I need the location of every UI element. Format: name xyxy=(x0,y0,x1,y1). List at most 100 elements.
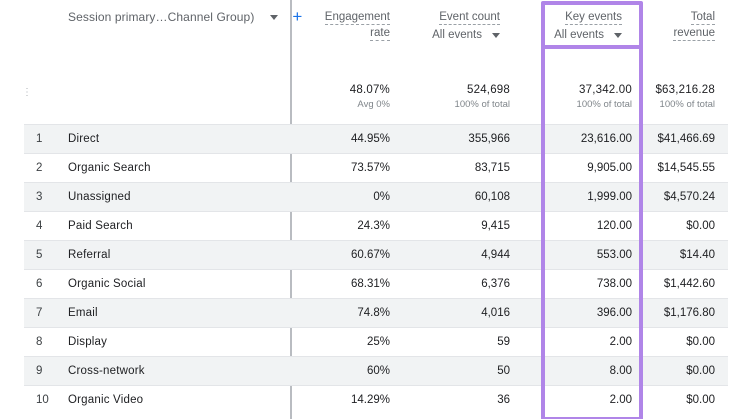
row-revenue: $0.00 xyxy=(686,220,715,232)
total-key-events: 37,342.00 100% of total xyxy=(540,84,632,110)
table-row[interactable]: 2 Organic Search 73.57% 83,715 9,905.00 … xyxy=(24,153,728,182)
row-key-events: 2.00 xyxy=(609,336,632,348)
row-engagement: 25% xyxy=(366,336,390,348)
row-channel[interactable]: Organic Search xyxy=(68,162,151,174)
event-count-filter-label: All events xyxy=(432,29,482,41)
row-channel[interactable]: Email xyxy=(68,307,98,319)
total-revenue-value: $63,216.28 xyxy=(655,84,715,96)
total-revenue: $63,216.28 100% of total xyxy=(645,84,715,110)
row-revenue: $4,570.24 xyxy=(663,191,715,203)
row-key-events: 2.00 xyxy=(609,394,632,406)
row-events: 355,966 xyxy=(468,133,510,145)
row-channel[interactable]: Organic Video xyxy=(68,394,144,406)
row-key-events: 8.00 xyxy=(609,365,632,377)
row-events: 50 xyxy=(497,365,510,377)
key-events-title: Key events xyxy=(565,11,622,25)
row-engagement: 60% xyxy=(366,365,390,377)
row-events: 9,415 xyxy=(481,220,510,232)
row-revenue: $14.40 xyxy=(679,249,715,261)
dimension-label: Session primary…Channel Group) xyxy=(68,10,255,24)
row-engagement: 44.95% xyxy=(350,133,390,145)
row-revenue: $0.00 xyxy=(686,365,715,377)
row-channel[interactable]: Referral xyxy=(68,249,111,261)
total-events-value: 524,698 xyxy=(467,84,510,96)
row-engagement: 0% xyxy=(373,191,390,203)
total-key-value: 37,342.00 xyxy=(579,84,632,96)
row-key-events: 553.00 xyxy=(596,249,632,261)
column-header-engagement-rate[interactable]: Engagement rate xyxy=(310,9,390,41)
row-events: 4,944 xyxy=(481,249,510,261)
key-events-highlight-divider xyxy=(541,45,643,49)
table-row[interactable]: 1 Direct 44.95% 355,966 23,616.00 $41,46… xyxy=(24,124,728,153)
chevron-down-icon[interactable] xyxy=(270,14,279,20)
chevron-down-icon[interactable] xyxy=(492,32,500,38)
table-row[interactable]: 9 Cross-network 60% 50 8.00 $0.00 xyxy=(24,356,728,385)
table-row[interactable]: 5 Referral 60.67% 4,944 553.00 $14.40 xyxy=(24,240,728,269)
row-revenue: $1,442.60 xyxy=(663,278,715,290)
table-row[interactable]: 3 Unassigned 0% 60,108 1,999.00 $4,570.2… xyxy=(24,182,728,211)
table-row[interactable]: 7 Email 74.8% 4,016 396.00 $1,176.80 xyxy=(24,298,728,327)
row-index: 1 xyxy=(36,133,43,145)
key-events-filter-label: All events xyxy=(554,29,604,41)
chevron-down-icon[interactable] xyxy=(614,32,622,38)
row-revenue: $0.00 xyxy=(686,336,715,348)
row-revenue: $1,176.80 xyxy=(663,307,715,319)
totals-row: ⋮ 48.07% Avg 0% 524,698 100% of total 37… xyxy=(0,84,750,122)
column-header-key-events[interactable]: Key events All events xyxy=(540,9,622,43)
engagement-title-2: rate xyxy=(370,27,390,41)
total-key-sub: 100% of total xyxy=(576,99,632,110)
total-revenue-sub: 100% of total xyxy=(659,99,715,110)
row-index: 3 xyxy=(36,191,43,203)
row-events: 4,016 xyxy=(481,307,510,319)
row-events: 36 xyxy=(497,394,510,406)
row-index: 7 xyxy=(36,307,43,319)
row-engagement: 74.8% xyxy=(357,307,390,319)
plus-icon[interactable]: + xyxy=(292,7,303,26)
revenue-title: Total xyxy=(690,11,715,25)
event-count-title: Event count xyxy=(439,11,500,25)
row-channel[interactable]: Paid Search xyxy=(68,220,133,232)
row-revenue: $0.00 xyxy=(686,394,715,406)
row-events: 83,715 xyxy=(474,162,510,174)
row-events: 59 xyxy=(497,336,510,348)
row-key-events: 23,616.00 xyxy=(580,133,632,145)
row-channel[interactable]: Unassigned xyxy=(68,191,131,203)
row-key-events: 1,999.00 xyxy=(587,191,632,203)
engagement-title: Engagement xyxy=(324,11,390,25)
row-channel[interactable]: Direct xyxy=(68,133,100,145)
row-index: 10 xyxy=(36,394,49,406)
row-index: 6 xyxy=(36,278,43,290)
row-key-events: 738.00 xyxy=(596,278,632,290)
row-index: 4 xyxy=(36,220,43,232)
row-engagement: 60.67% xyxy=(350,249,390,261)
row-engagement: 68.31% xyxy=(350,278,390,290)
row-index: 5 xyxy=(36,249,43,261)
table-row[interactable]: 4 Paid Search 24.3% 9,415 120.00 $0.00 xyxy=(24,211,728,240)
row-channel[interactable]: Display xyxy=(68,336,108,348)
column-header-event-count[interactable]: Event count All events xyxy=(410,9,500,43)
total-events-sub: 100% of total xyxy=(454,99,510,110)
key-events-filter[interactable]: All events xyxy=(540,27,622,43)
dimension-selector[interactable]: Session primary…Channel Group) + xyxy=(68,7,303,26)
table-row[interactable]: 10 Organic Video 14.29% 36 2.00 $0.00 xyxy=(24,385,728,414)
table-body: 1 Direct 44.95% 355,966 23,616.00 $41,46… xyxy=(24,124,728,414)
row-index: 2 xyxy=(36,162,43,174)
row-index: 8 xyxy=(36,336,43,348)
row-revenue: $14,545.55 xyxy=(657,162,715,174)
row-key-events: 9,905.00 xyxy=(587,162,632,174)
event-count-filter[interactable]: All events xyxy=(410,27,500,43)
row-key-events: 396.00 xyxy=(596,307,632,319)
row-channel[interactable]: Organic Social xyxy=(68,278,146,290)
table-row[interactable]: 6 Organic Social 68.31% 6,376 738.00 $1,… xyxy=(24,269,728,298)
table-header: Session primary…Channel Group) + Engagem… xyxy=(0,0,750,70)
row-channel[interactable]: Cross-network xyxy=(68,365,145,377)
column-header-total-revenue[interactable]: Total revenue xyxy=(645,9,715,41)
table-row[interactable]: 8 Display 25% 59 2.00 $0.00 xyxy=(24,327,728,356)
drag-handle-icon[interactable]: ⋮ xyxy=(22,87,32,98)
revenue-title-2: revenue xyxy=(673,27,715,41)
row-engagement: 24.3% xyxy=(357,220,390,232)
total-engagement: 48.07% Avg 0% xyxy=(310,84,390,110)
row-revenue: $41,466.69 xyxy=(657,133,715,145)
row-key-events: 120.00 xyxy=(596,220,632,232)
